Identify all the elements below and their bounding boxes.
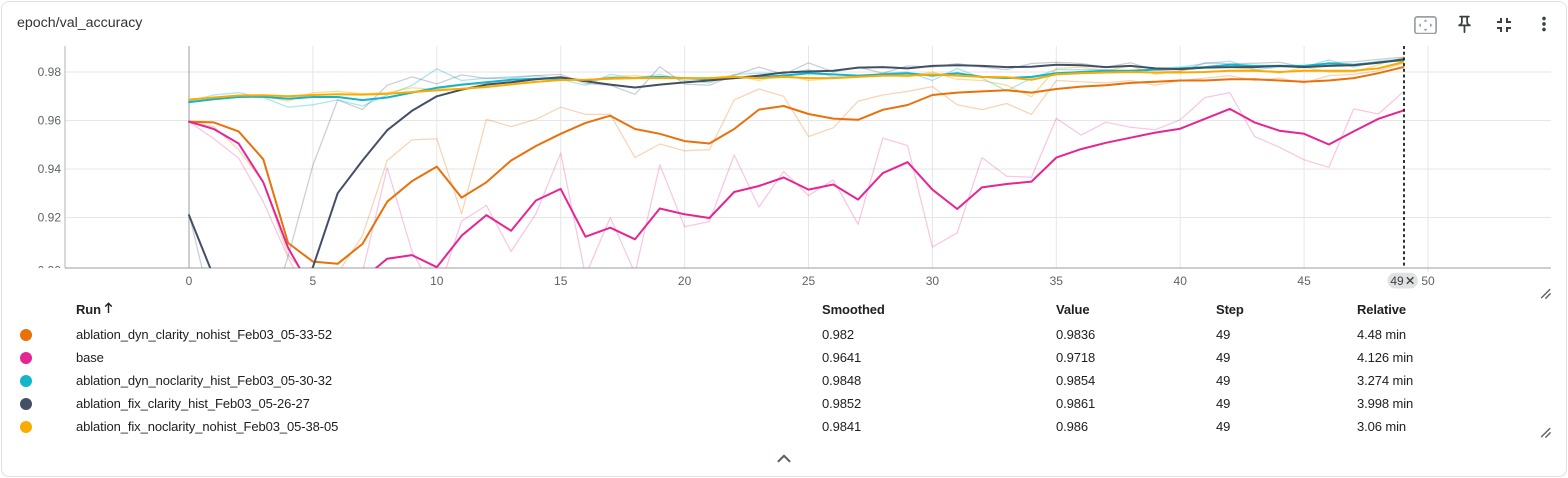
svg-text:5: 5 (310, 274, 317, 288)
svg-text:0.98: 0.98 (38, 65, 62, 79)
svg-text:35: 35 (1050, 274, 1064, 288)
svg-text:0.94: 0.94 (38, 162, 62, 176)
svg-text:49: 49 (1390, 274, 1404, 288)
svg-text:15: 15 (554, 274, 568, 288)
svg-text:20: 20 (678, 274, 692, 288)
svg-text:0.92: 0.92 (38, 211, 62, 225)
svg-text:0: 0 (186, 274, 193, 288)
svg-text:30: 30 (926, 274, 940, 288)
svg-text:0.96: 0.96 (38, 114, 62, 128)
svg-text:45: 45 (1297, 274, 1311, 288)
svg-text:50: 50 (1421, 274, 1435, 288)
svg-text:10: 10 (430, 274, 444, 288)
svg-text:40: 40 (1174, 274, 1188, 288)
svg-text:25: 25 (802, 274, 816, 288)
svg-text:0.90: 0.90 (38, 264, 62, 278)
